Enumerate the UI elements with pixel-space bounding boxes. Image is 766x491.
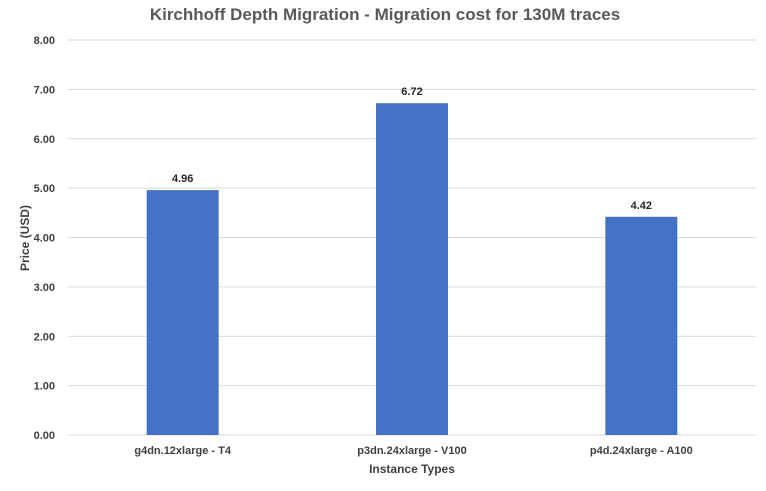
data-label: 6.72 xyxy=(401,86,422,98)
y-tick-label: 7.00 xyxy=(34,84,55,96)
x-category-label: g4dn.12xlarge - T4 xyxy=(134,445,231,457)
x-axis-title: Instance Types xyxy=(369,462,455,476)
y-tick-label: 3.00 xyxy=(34,282,55,294)
y-axis-title: Price (USD) xyxy=(18,205,32,271)
y-tick-label: 0.00 xyxy=(34,430,55,442)
data-label: 4.42 xyxy=(631,200,652,212)
bars xyxy=(146,103,678,435)
x-axis-categories: g4dn.12xlarge - T4 p3dn.24xlarge - V100 p4… xyxy=(134,445,692,457)
y-axis-ticks: 0.00 1.00 2.00 3.00 4.00 5.00 6.00 7.00 8.00 xyxy=(34,35,55,442)
data-label: 4.96 xyxy=(172,173,193,185)
y-tick-label: 4.00 xyxy=(34,233,55,245)
x-category-label: p4d.24xlarge - A100 xyxy=(590,445,693,457)
y-tick-label: 2.00 xyxy=(34,331,55,343)
data-labels: 4.96 6.72 4.42 xyxy=(172,86,652,212)
bar xyxy=(605,216,678,435)
bar xyxy=(376,103,448,435)
y-tick-label: 6.00 xyxy=(34,134,55,146)
y-tick-label: 1.00 xyxy=(34,381,55,393)
x-category-label: p3dn.24xlarge - V100 xyxy=(357,445,466,457)
y-tick-label: 8.00 xyxy=(34,35,55,47)
bar xyxy=(146,190,219,435)
chart-title: Kirchhoff Depth Migration - Migration co… xyxy=(150,5,620,24)
y-tick-label: 5.00 xyxy=(34,183,55,195)
